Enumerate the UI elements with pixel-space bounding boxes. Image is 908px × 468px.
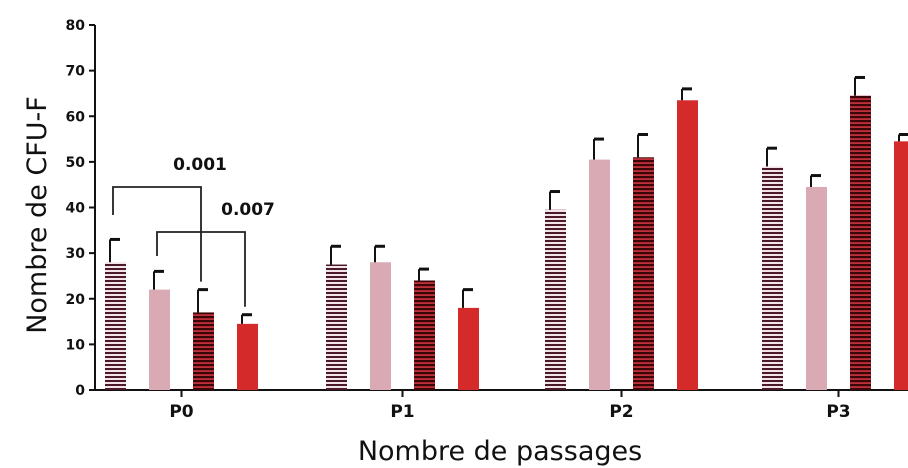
bar	[589, 159, 610, 390]
p-value-label: 0.001	[173, 155, 227, 175]
significance-bracket	[112, 186, 202, 282]
y-tick-label: 40	[66, 201, 86, 217]
p-value-label: 0.007	[221, 200, 275, 220]
y-tick-label: 30	[66, 246, 86, 262]
significance-annotations: 0.001 0.007	[112, 155, 275, 307]
x-axis-title: Nombre de passages	[358, 436, 642, 467]
bar	[677, 100, 698, 390]
y-tick-label: 70	[66, 64, 86, 80]
x-tick-label: P2	[609, 402, 633, 422]
y-tick-label: 60	[66, 109, 86, 125]
bar	[545, 209, 566, 390]
y-axis-title: Nombre de CFU-F	[22, 96, 53, 334]
bar	[193, 312, 214, 390]
y-tick-label: 20	[66, 292, 86, 308]
bar	[633, 157, 654, 390]
y-tick-label: 80	[66, 18, 86, 34]
bar	[237, 323, 258, 390]
bar	[105, 262, 126, 390]
bar	[370, 262, 391, 390]
bar	[762, 166, 783, 390]
x-tick-label: P1	[390, 402, 414, 422]
bar	[149, 289, 170, 390]
y-tick-label: 50	[66, 155, 86, 171]
bar	[414, 280, 435, 390]
bar	[458, 307, 479, 390]
y-tick-label: 0	[75, 383, 85, 399]
bar	[806, 186, 827, 390]
x-tick-label: P3	[826, 402, 850, 422]
x-tick-label: P0	[169, 402, 193, 422]
bar	[326, 264, 347, 390]
bar	[850, 95, 871, 390]
y-tick-label: 10	[66, 337, 86, 353]
axes: 0 10 20 30 40 50 60 70 80 P0 P1 P2 P3	[66, 18, 908, 422]
bar	[894, 141, 908, 390]
significance-bracket	[156, 231, 246, 307]
bars	[105, 75, 908, 390]
